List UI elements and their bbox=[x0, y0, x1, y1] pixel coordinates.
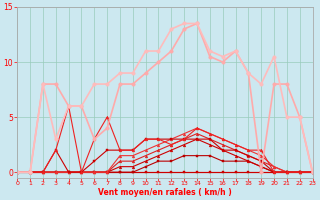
X-axis label: Vent moyen/en rafales ( km/h ): Vent moyen/en rafales ( km/h ) bbox=[98, 188, 232, 197]
